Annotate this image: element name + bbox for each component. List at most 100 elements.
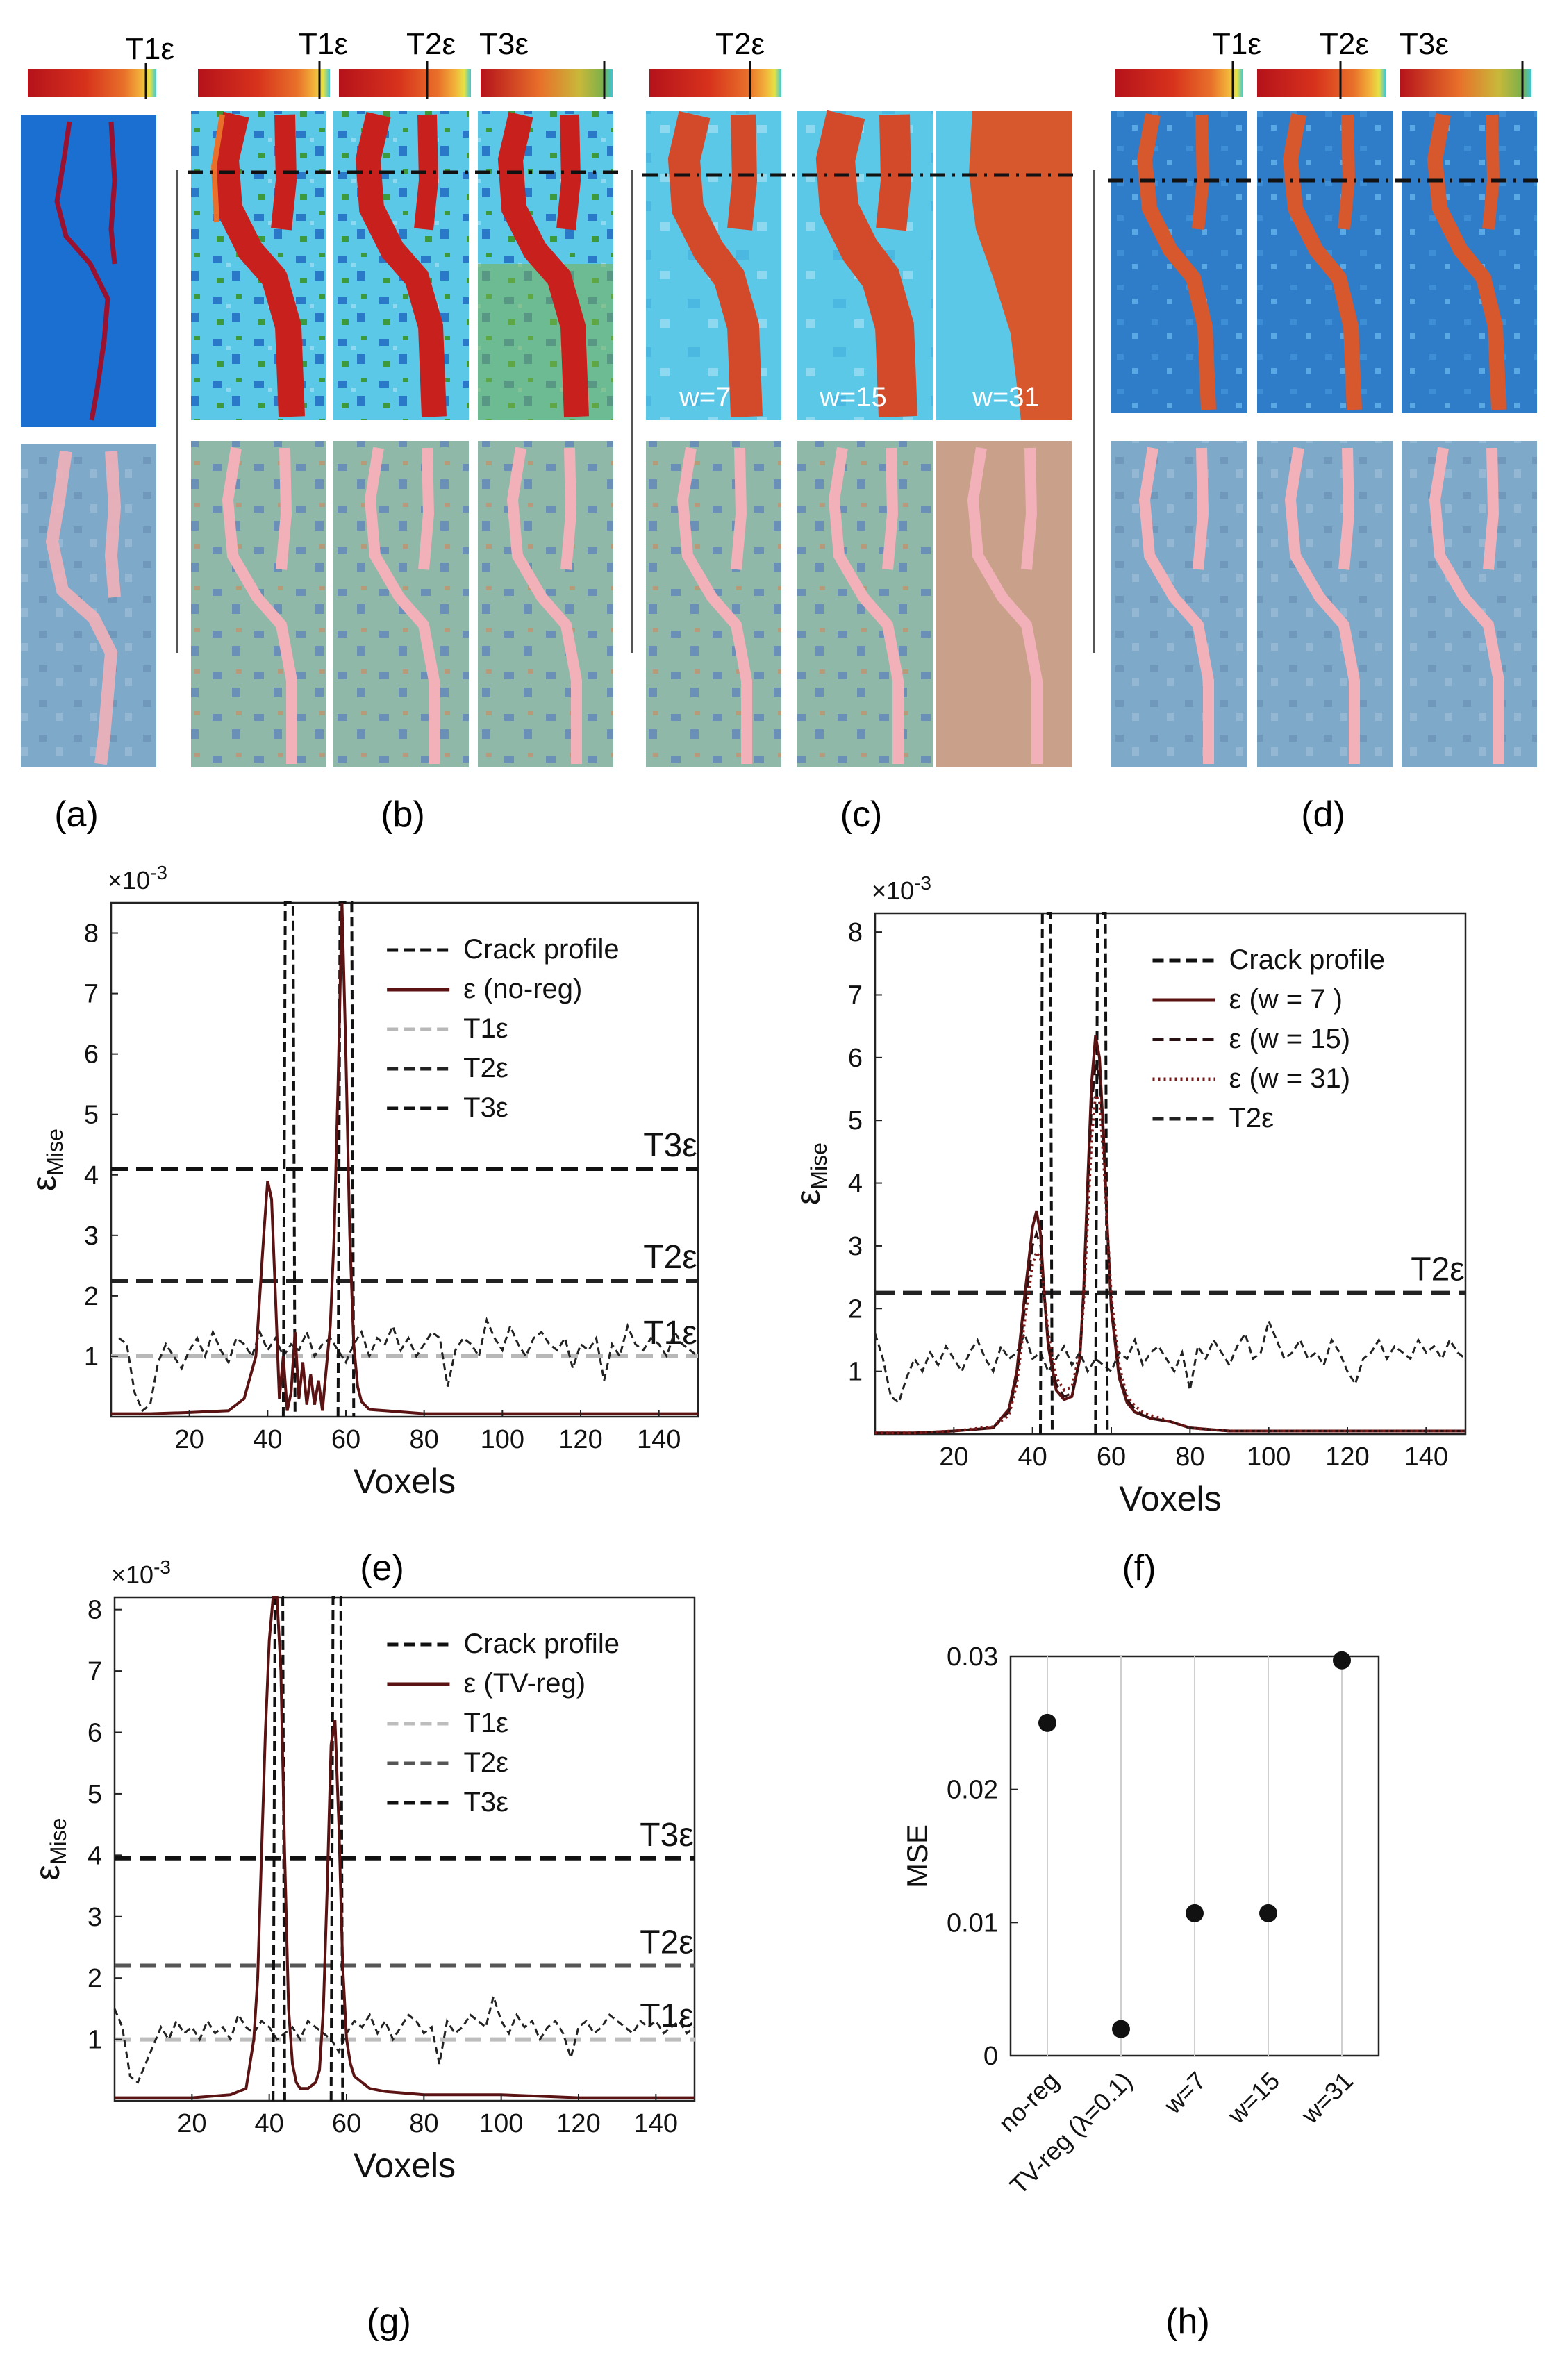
plot-area	[874, 912, 1467, 1436]
y-tick-label: 2	[88, 1964, 102, 1993]
window-label-w31: w=31	[972, 382, 1040, 413]
panel-label-c: (c)	[840, 794, 883, 835]
strain-map-c2: w=15	[797, 110, 933, 420]
chart-g: T1ε T2ε T3ε 20 40 60 80 100 120 140 1 2 3 4 5 6 7 8 ×10-3 V…	[28, 1556, 696, 2185]
strain-map-d3	[1402, 111, 1537, 413]
y-tick-label: 3	[84, 1222, 99, 1251]
strain-map-d1	[1111, 111, 1247, 413]
chart-e: T1ε T2ε T3ε 20 40 60 80 100 120 140 1 2 3 4 5 6 7 8 ×10-3 V…	[24, 862, 699, 1501]
legend-label: T1ε	[463, 1708, 508, 1738]
data-point	[1038, 1713, 1056, 1732]
x-tick-label: w=31	[1295, 2066, 1359, 2129]
panel-d: T1ε T2ε T3ε	[1093, 27, 1540, 835]
noise-line	[113, 1992, 695, 2084]
threshold-label: T1ε	[643, 1315, 697, 1351]
panel-label-e: (e)	[360, 1548, 404, 1588]
x-axis-label: Voxels	[1119, 1479, 1221, 1518]
y-tick-label: 0	[983, 2042, 998, 2071]
y-axis-label: MSE	[901, 1824, 933, 1888]
colorbar-d2	[1257, 69, 1386, 97]
colorbar-label-d-t3: T3ε	[1400, 27, 1449, 61]
x-tick-label: no-reg	[993, 2066, 1065, 2138]
y-tick-label: 5	[84, 1101, 99, 1130]
legend-label: T2ε	[1229, 1103, 1274, 1133]
window-label-w7: w=7	[679, 382, 731, 413]
plot-area	[113, 1596, 696, 2102]
panel-label-f: (f)	[1122, 1548, 1156, 1588]
panel-label-a: (a)	[54, 794, 99, 835]
strain-map-d2	[1257, 111, 1393, 413]
x-tick-label: 40	[253, 1425, 282, 1454]
window-label-w15: w=15	[819, 382, 887, 413]
legend-label: ε (w = 31)	[1229, 1063, 1351, 1094]
colorbar-label-b-t3: T3ε	[479, 27, 529, 61]
x-tick-label: 20	[939, 1442, 968, 1472]
legend-label: T1ε	[463, 1013, 508, 1044]
colorbar-label-a-t1: T1ε	[125, 32, 174, 66]
x-tick-label: 60	[1097, 1442, 1126, 1472]
colorbar-label-d-t1: T1ε	[1212, 27, 1261, 61]
legend-label: T2ε	[463, 1747, 508, 1778]
noise-line	[874, 1317, 1466, 1405]
x-tick-label: 140	[637, 1425, 681, 1454]
legend-label: Crack profile	[463, 1629, 620, 1659]
y-tick-label: 6	[84, 1040, 99, 1070]
x-tick-label: 80	[410, 1425, 439, 1454]
legend-label: ε (w = 15)	[1229, 1024, 1351, 1054]
y-tick-label: 0.02	[947, 1776, 998, 1805]
crack-map-a	[21, 115, 156, 427]
colorbar-b2	[339, 69, 471, 97]
x-tick-label: 60	[331, 1425, 360, 1454]
strain-map-c3: w=31	[936, 111, 1072, 420]
x-tick-label: 120	[558, 1425, 602, 1454]
y-axis-label: εMise	[24, 1129, 67, 1191]
panel-label-h: (h)	[1165, 2302, 1210, 2342]
panel-label-b: (b)	[381, 794, 425, 835]
strain-map-b1	[191, 111, 326, 420]
legend-label: ε (w = 7 )	[1229, 984, 1343, 1015]
noise-line	[118, 1316, 699, 1413]
x-tick-label: 60	[332, 2109, 361, 2138]
x-tick-label: 140	[634, 2109, 678, 2138]
y-tick-label: 1	[84, 1342, 99, 1372]
y-axis-label: εMise	[28, 1818, 71, 1881]
series-line	[875, 1090, 1465, 1435]
y-exponent: ×10-3	[108, 862, 167, 894]
x-axis-label: Voxels	[354, 1462, 456, 1501]
panel-label-g: (g)	[367, 2302, 411, 2342]
panel-c: T2ε w=7 w=15 w=31	[631, 27, 1075, 835]
y-tick-label: 5	[88, 1780, 102, 1809]
threshold-label: T2ε	[640, 1924, 693, 1961]
y-tick-label: 8	[88, 1596, 102, 1625]
x-tick-label: 40	[1018, 1442, 1047, 1472]
x-tick-label: 120	[1325, 1442, 1369, 1472]
y-tick-label: 3	[88, 1903, 102, 1932]
x-tick-label: 120	[556, 2109, 600, 2138]
y-exponent: ×10-3	[111, 1556, 171, 1589]
crack-line-a	[54, 121, 117, 421]
x-tick-label: 100	[479, 2109, 523, 2138]
y-tick-label: 2	[84, 1282, 99, 1311]
threshold-label: T3ε	[643, 1127, 697, 1164]
y-tick-label: 1	[848, 1358, 863, 1387]
threshold-label: T2ε	[643, 1239, 697, 1276]
strain-map-c1: w=7	[646, 110, 781, 420]
y-exponent: ×10-3	[872, 872, 931, 905]
data-point	[1186, 1904, 1204, 1922]
y-tick-label: 8	[84, 919, 99, 949]
crack-profile-line	[281, 901, 356, 1417]
colorbar-label-c-t2: T2ε	[715, 27, 765, 61]
x-tick-label: 100	[1247, 1442, 1290, 1472]
colorbar-d3	[1400, 69, 1531, 97]
colorbar-label-d-t2: T2ε	[1320, 27, 1369, 61]
y-tick-label: 0.01	[947, 1908, 998, 1938]
x-tick-label: 80	[1175, 1442, 1204, 1472]
legend-label: ε (TV-reg)	[463, 1668, 586, 1699]
y-tick-label: 2	[848, 1295, 863, 1324]
strain-map-b3	[478, 111, 613, 420]
mask-a	[45, 450, 122, 765]
x-tick-label: w=15	[1222, 2066, 1285, 2129]
y-tick-label: 6	[88, 1719, 102, 1748]
colorbar-b3	[481, 69, 613, 97]
